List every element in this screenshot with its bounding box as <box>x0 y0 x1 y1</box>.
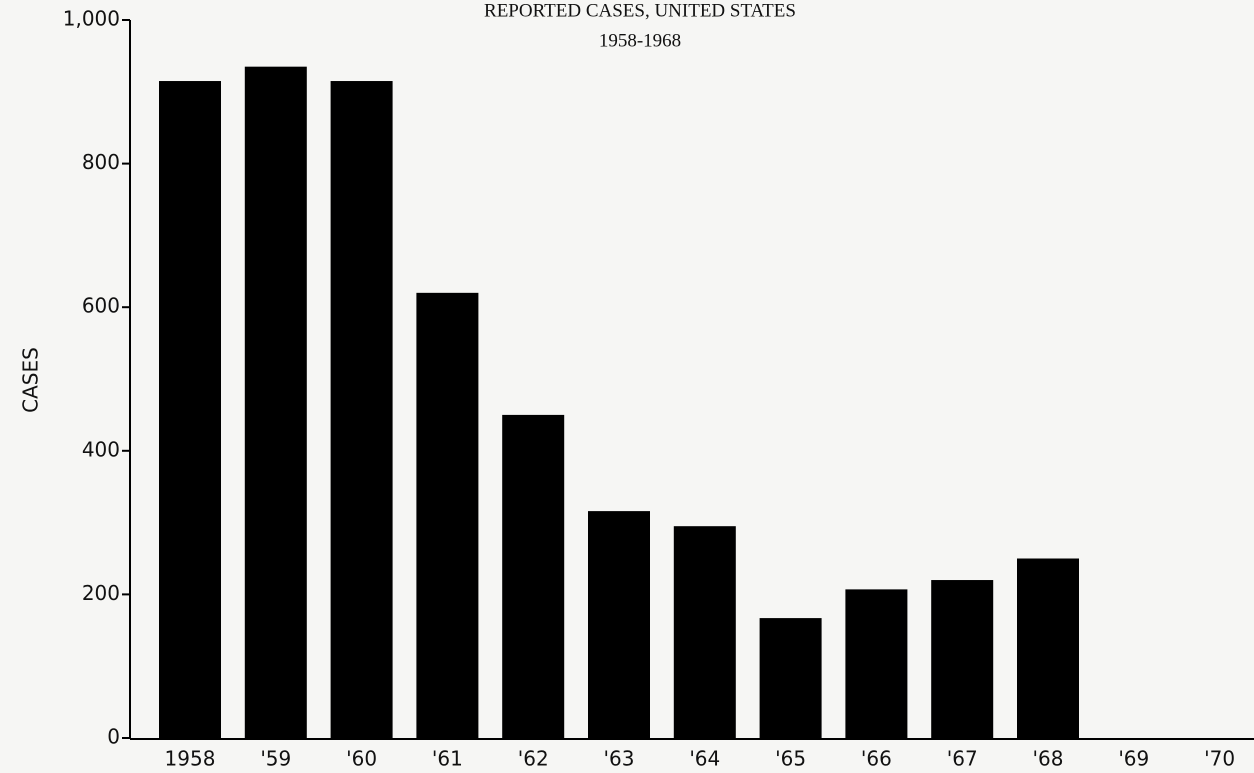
x-tick-label: '67 <box>947 747 978 771</box>
x-tick-label: '70 <box>1204 747 1235 771</box>
x-tick-label: '64 <box>689 747 720 771</box>
x-tick-label: '66 <box>861 747 892 771</box>
bar <box>244 66 307 739</box>
bar <box>673 526 736 738</box>
chart-title: REPORTED CASES, UNITED STATES <box>484 0 796 21</box>
y-tick-label: 400 <box>82 437 120 461</box>
y-tick-label: 200 <box>82 581 120 605</box>
x-tick-label: '65 <box>775 747 806 771</box>
bar <box>1017 558 1079 738</box>
y-tick-label: 800 <box>82 150 120 174</box>
x-tick-label: '69 <box>1118 747 1149 771</box>
bar <box>502 414 565 738</box>
x-tick-label: '60 <box>346 747 377 771</box>
y-axis-label: CASES <box>19 347 43 413</box>
bar <box>416 292 479 738</box>
y-tick-label: 1,000 <box>63 7 120 31</box>
x-tick-label: '62 <box>518 747 549 771</box>
bar <box>759 618 822 738</box>
bar <box>931 580 994 738</box>
bar <box>159 81 221 738</box>
chart-subtitle: 1958-1968 <box>599 30 681 51</box>
bar <box>588 511 650 738</box>
x-tick-label: '63 <box>604 747 635 771</box>
x-tick-label: 1958 <box>165 747 216 771</box>
y-tick-label: 0 <box>107 725 120 749</box>
bar <box>845 589 908 738</box>
x-tick-label: '61 <box>432 747 463 771</box>
y-tick-label: 600 <box>82 294 120 318</box>
x-tick-label: '68 <box>1033 747 1064 771</box>
x-tick-label: '59 <box>260 747 291 771</box>
bar <box>330 81 393 738</box>
